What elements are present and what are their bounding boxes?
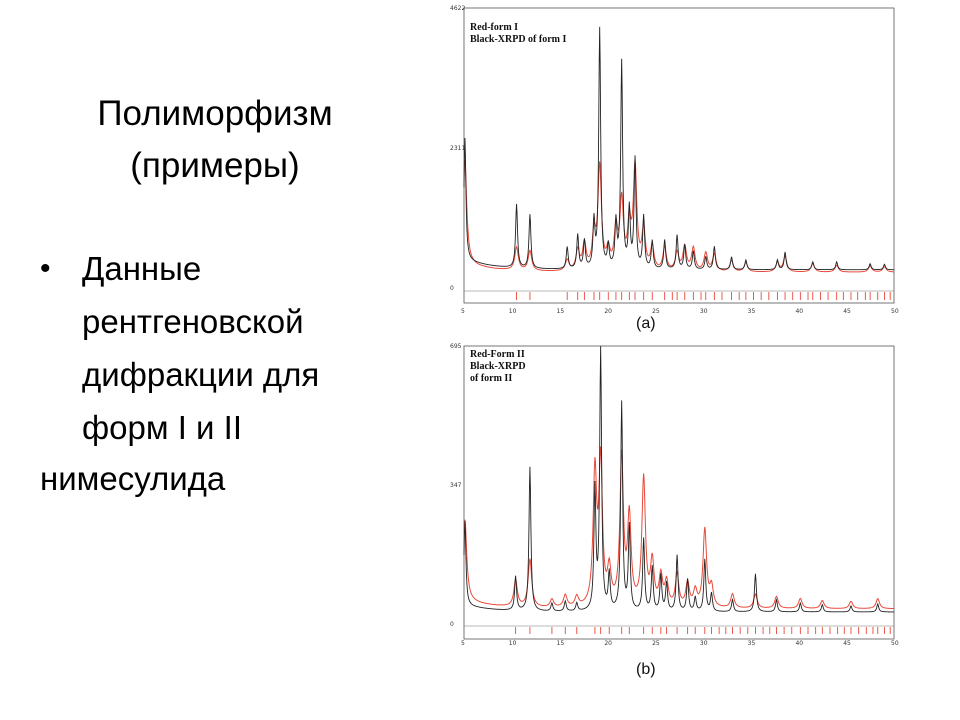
x-tick-label: 20 <box>604 308 612 315</box>
xrpd-chart-form-1: 0 2311 4622 5 10 15 20 25 30 35 40 45 50 Red-form IBl… <box>450 5 899 315</box>
series-line-calculated <box>463 159 895 273</box>
x-tick-label: 5 <box>461 308 465 315</box>
slide-title: Полиморфизм (примеры) <box>40 88 390 192</box>
x-tick-label: 15 <box>557 640 565 647</box>
y-tick-label: 4622 <box>450 5 465 12</box>
legend-entry: Red-Form II <box>470 349 525 360</box>
x-tick-label: 40 <box>795 640 803 647</box>
bullet-tail: нимесулида <box>40 460 226 497</box>
x-tick-label: 20 <box>604 640 612 647</box>
x-tick-label: 25 <box>652 308 660 315</box>
bullet-line-1: Данные <box>82 250 202 287</box>
xrpd-chart-form-2: 0 347 695 5 10 15 20 25 30 35 40 45 50 Red-Form IIBla… <box>450 343 899 647</box>
bullet-block: • Данные рентгеновской дифракции для фор… <box>40 242 420 454</box>
bullet-line-2: рентгеновской <box>82 303 304 340</box>
x-tick-label: 40 <box>795 308 803 315</box>
y-tick-label: 2311 <box>450 145 465 152</box>
x-tick-label: 10 <box>509 640 517 647</box>
x-tick-label: 45 <box>843 308 851 315</box>
x-tick-label: 25 <box>652 640 660 647</box>
bullet-dot: • <box>40 252 51 285</box>
plot-frame <box>463 7 895 304</box>
legend-entry: of form II <box>470 373 512 384</box>
bullet-line-4: форм I и II <box>82 409 242 446</box>
series-line-experimental <box>463 26 894 271</box>
plot-frame <box>463 345 895 640</box>
x-tick-label: 30 <box>700 308 708 315</box>
x-tick-label: 35 <box>748 308 756 315</box>
chart-caption-a: (a) <box>636 315 656 332</box>
chart-caption-b: (b) <box>636 661 656 678</box>
y-tick-label: 0 <box>450 285 454 292</box>
slide-title-line1: Полиморфизм <box>97 94 333 133</box>
x-tick-label: 50 <box>891 640 899 647</box>
legend-entry: Black-XRPD <box>470 361 526 372</box>
x-tick-label: 30 <box>700 640 708 647</box>
legend-entry: Black-XRPD of form I <box>470 34 566 45</box>
legend-entry: Red-form I <box>470 22 518 33</box>
x-tick-label: 35 <box>748 640 756 647</box>
x-tick-label: 45 <box>843 640 851 647</box>
y-tick-label: 347 <box>450 482 462 489</box>
y-tick-label: 695 <box>450 343 462 350</box>
series-line-calculated <box>463 446 895 610</box>
x-tick-label: 50 <box>891 308 899 315</box>
x-tick-label: 15 <box>557 308 565 315</box>
bullet-line-3: дифракции для <box>82 356 320 393</box>
slide-title-line2: (примеры) <box>130 146 300 185</box>
series-line-experimental <box>463 345 894 613</box>
x-tick-label: 10 <box>509 308 517 315</box>
x-tick-label: 5 <box>461 640 465 647</box>
y-tick-label: 0 <box>450 621 454 628</box>
